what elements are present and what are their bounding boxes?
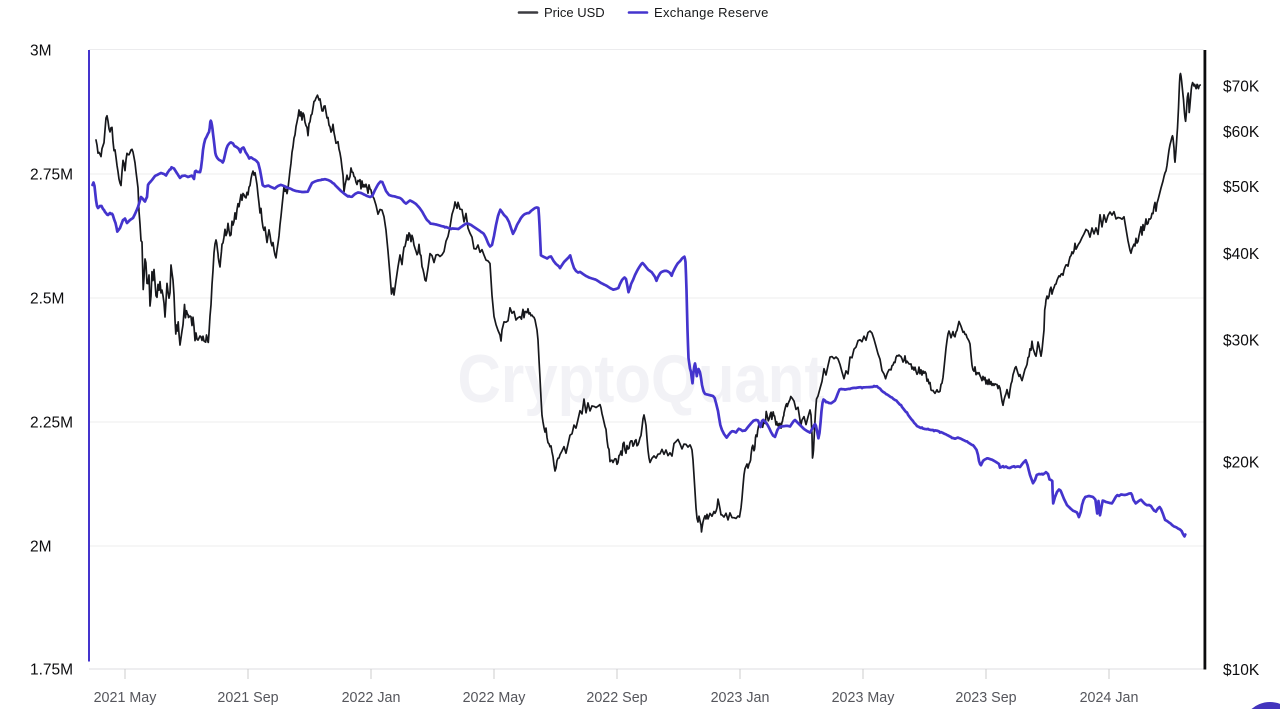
svg-text:Price USD: Price USD (544, 5, 605, 20)
svg-text:$60K: $60K (1223, 124, 1260, 141)
svg-text:$30K: $30K (1223, 332, 1260, 349)
svg-text:$20K: $20K (1223, 454, 1260, 471)
svg-text:CryptoQuant: CryptoQuant (458, 341, 825, 417)
svg-text:2021 Sep: 2021 Sep (217, 690, 278, 706)
svg-text:2.5M: 2.5M (30, 290, 64, 307)
svg-text:2022 May: 2022 May (463, 690, 527, 706)
svg-text:2024 Jan: 2024 Jan (1080, 690, 1139, 706)
svg-text:2021 May: 2021 May (94, 690, 158, 706)
svg-text:2M: 2M (30, 538, 52, 555)
svg-text:3M: 3M (30, 42, 52, 59)
svg-text:2023 Jan: 2023 Jan (711, 690, 770, 706)
svg-text:2.75M: 2.75M (30, 166, 73, 183)
svg-text:Exchange Reserve: Exchange Reserve (654, 5, 769, 20)
svg-text:$10K: $10K (1223, 662, 1260, 679)
svg-text:2.25M: 2.25M (30, 414, 73, 431)
svg-text:$50K: $50K (1223, 179, 1260, 196)
svg-text:$40K: $40K (1223, 246, 1260, 263)
svg-text:2023 Sep: 2023 Sep (955, 690, 1016, 706)
svg-text:2022 Sep: 2022 Sep (586, 690, 647, 706)
svg-text:2023 May: 2023 May (832, 690, 896, 706)
svg-text:2022 Jan: 2022 Jan (342, 690, 401, 706)
svg-text:1.75M: 1.75M (30, 661, 73, 678)
svg-text:$70K: $70K (1223, 78, 1260, 95)
